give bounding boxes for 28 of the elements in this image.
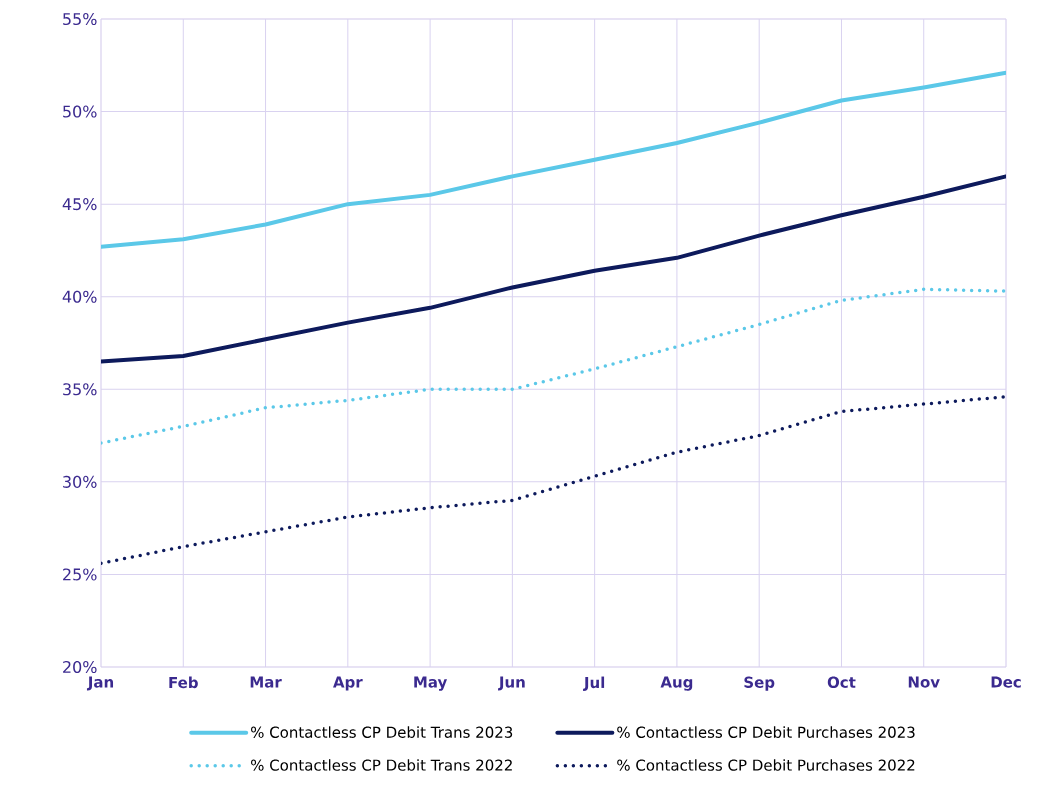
x-tick-label: Nov xyxy=(908,676,940,688)
y-tick-label: 55% xyxy=(63,12,97,26)
line-series xyxy=(101,174,1007,364)
y-tick-label: 35% xyxy=(63,383,97,396)
x-tick-label: Apr xyxy=(333,676,363,691)
x-tick-label: Sep xyxy=(744,676,775,691)
legend-label: % Contactless CP Debit Trans 2022 xyxy=(251,759,512,771)
y-tick-label: 45% xyxy=(62,198,97,211)
line-series xyxy=(101,70,1007,249)
y-tick-label: 40% xyxy=(62,290,97,303)
y-tick-label: 25% xyxy=(63,568,97,581)
x-tick-label: Jul xyxy=(583,676,605,691)
y-tick-label: 30% xyxy=(63,475,97,488)
x-tick-label: May xyxy=(414,676,448,691)
line-series xyxy=(101,287,1007,445)
x-tick-label: Jun xyxy=(498,676,525,691)
y-tick-label: 20% xyxy=(63,660,97,674)
x-tick-label: Dec xyxy=(991,676,1021,688)
x-tick-label: Aug xyxy=(660,676,693,691)
legend-label: % Contactless CP Debit Purchases 2023 xyxy=(617,726,915,738)
x-tick-label: Jan xyxy=(86,676,114,691)
legend-label: % Contactless CP Debit Purchases 2022 xyxy=(617,759,915,771)
x-tick-label: Oct xyxy=(827,676,856,688)
legend-label: % Contactless CP Debit Trans 2023 xyxy=(251,726,513,738)
x-tick-label: Mar xyxy=(250,676,282,688)
line-series xyxy=(101,394,1007,566)
x-tick-label: Feb xyxy=(169,676,198,689)
y-tick-label: 50% xyxy=(63,105,97,118)
